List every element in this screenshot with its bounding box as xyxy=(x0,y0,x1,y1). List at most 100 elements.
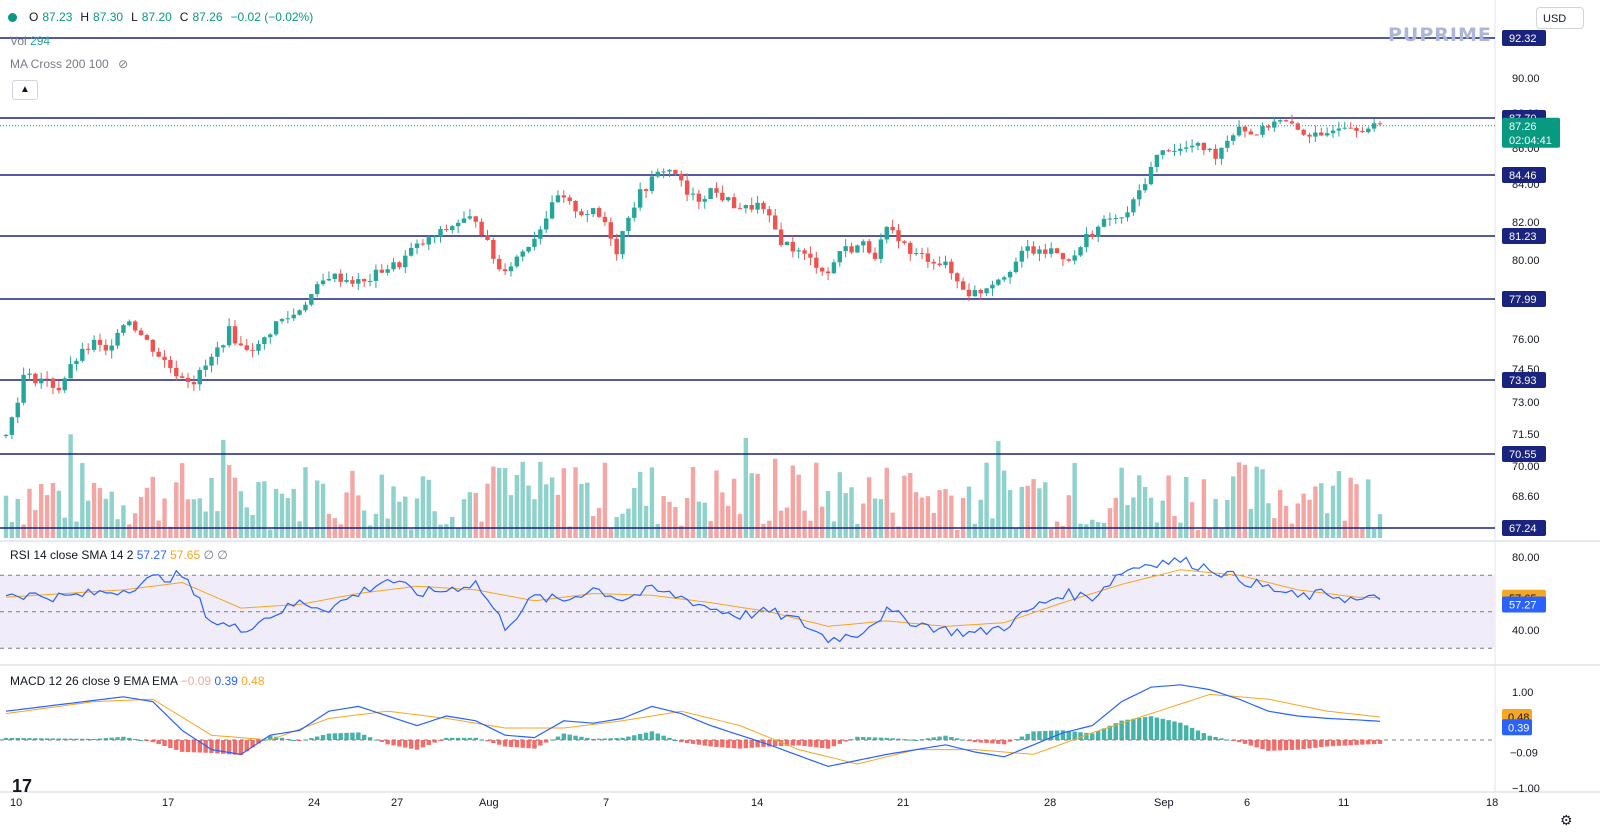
currency-button[interactable]: USD xyxy=(1536,7,1584,29)
macd-histogram-bar xyxy=(262,739,267,741)
current-price-label: 87.26 xyxy=(1509,121,1537,133)
volume-bar xyxy=(872,498,878,538)
volume-bar xyxy=(179,463,185,538)
volume-legend[interactable]: Vol 294 xyxy=(10,34,50,48)
volume-bar xyxy=(608,527,613,538)
chevron-up-icon: ▲ xyxy=(20,84,30,95)
tradingview-logo[interactable]: 17 xyxy=(12,776,33,796)
macd-histogram-bar xyxy=(385,740,390,745)
low-value: 87.20 xyxy=(141,10,172,24)
volume-bar xyxy=(884,467,889,538)
candle-body xyxy=(1342,127,1347,129)
candle-body xyxy=(3,434,9,437)
macd-histogram-bar xyxy=(297,740,302,742)
candle-body xyxy=(802,250,807,254)
macd-histogram-bar xyxy=(1137,717,1142,740)
volume-bar xyxy=(866,477,872,538)
volume-bar xyxy=(444,524,449,538)
candle-body xyxy=(949,261,954,274)
time-axis-tick: 24 xyxy=(308,797,320,809)
level-badge-label: 73.93 xyxy=(1509,375,1537,387)
macd-histogram-bar xyxy=(150,740,155,743)
volume-bar xyxy=(655,524,660,538)
candle-body xyxy=(579,211,584,216)
eye-off-icon[interactable]: ⊘ xyxy=(118,57,129,71)
macd-histogram-bar xyxy=(702,740,707,746)
macd-histogram-bar xyxy=(450,737,455,740)
volume-bar xyxy=(68,434,73,538)
macd-histogram-bar xyxy=(132,738,138,740)
candle-body xyxy=(21,374,26,403)
macd-histogram-bar xyxy=(256,740,261,744)
macd-histogram-bar xyxy=(414,740,420,750)
candle-body xyxy=(784,241,790,246)
time-axis-tick: 10 xyxy=(10,797,22,809)
candle-body xyxy=(890,226,895,231)
volume-bar xyxy=(1231,476,1236,538)
time-axis-tick: 17 xyxy=(162,797,174,809)
candle-body xyxy=(943,261,948,266)
volume-bar xyxy=(972,523,978,538)
volume-bar xyxy=(80,463,85,538)
macd-histogram-bar xyxy=(1242,740,1248,744)
volume-bar xyxy=(350,470,355,538)
macd-histogram-bar xyxy=(508,740,514,747)
rsi-badge-label: 57.27 xyxy=(1509,599,1537,611)
time-axis-tick: 18 xyxy=(1486,797,1498,809)
candle-body xyxy=(649,176,655,191)
candle-body xyxy=(960,281,966,290)
macd-histogram-bar xyxy=(544,740,549,743)
macd-histogram-bar xyxy=(726,740,731,748)
gear-icon[interactable]: ⚙ xyxy=(1560,812,1573,828)
candle-body xyxy=(191,381,197,385)
candle-body xyxy=(849,246,854,253)
macd-histogram-bar xyxy=(743,740,749,749)
macd-histogram-bar xyxy=(608,738,613,740)
volume-bar xyxy=(790,465,796,538)
volume-bar xyxy=(1025,485,1030,538)
macd-histogram-bar xyxy=(1090,733,1095,740)
macd-histogram-bar xyxy=(831,740,837,747)
volume-bar xyxy=(520,461,525,538)
level-badge xyxy=(1502,228,1546,244)
macd-histogram-bar xyxy=(91,738,97,740)
macd-histogram-bar xyxy=(1160,718,1165,740)
macd-histogram-bar xyxy=(215,740,220,754)
high-value: 87.30 xyxy=(93,10,124,24)
macd-histogram-bar xyxy=(268,735,273,740)
candle-body xyxy=(315,284,320,295)
candle-body xyxy=(596,208,602,217)
volume-bar xyxy=(567,526,572,538)
macd-histogram-bar xyxy=(156,740,161,745)
level-badge-label: 84.46 xyxy=(1509,170,1537,182)
macd-histogram-bar xyxy=(978,740,983,743)
rsi-legend[interactable]: RSI 14 close SMA 14 2 57.27 57.65 ∅ ∅ xyxy=(10,548,228,562)
macd-histogram-bar xyxy=(861,736,866,740)
macd-histogram-bar xyxy=(843,740,848,742)
volume-bar xyxy=(103,498,109,538)
candle-body xyxy=(1248,131,1254,135)
collapse-legend-button[interactable]: ▲ xyxy=(12,80,38,100)
volume-bar xyxy=(1324,513,1330,538)
macd-legend[interactable]: MACD 12 26 close 9 EMA EMA −0.09 0.39 0.… xyxy=(10,674,265,688)
candle-body xyxy=(1031,246,1036,254)
close-label: C xyxy=(179,10,189,24)
macd-histogram-bar xyxy=(579,736,584,740)
ma-cross-legend[interactable]: MA Cross 200 100 ⊘ xyxy=(10,57,128,71)
macd-histogram-bar xyxy=(344,732,349,740)
candle-body xyxy=(749,205,754,210)
candle-body xyxy=(919,253,925,255)
candle-body xyxy=(9,417,15,435)
candle-body xyxy=(872,252,878,259)
volume-bar xyxy=(561,468,567,538)
macd-histogram-bar xyxy=(1125,719,1130,740)
macd-histogram-bar xyxy=(1095,730,1101,740)
time-axis-tick: 14 xyxy=(751,797,763,809)
volume-bar xyxy=(1266,503,1271,538)
macd-histogram-bar xyxy=(1272,740,1277,751)
candle-body xyxy=(244,345,249,350)
macd-histogram-bar xyxy=(1219,738,1224,740)
volume-bar xyxy=(1172,515,1177,538)
